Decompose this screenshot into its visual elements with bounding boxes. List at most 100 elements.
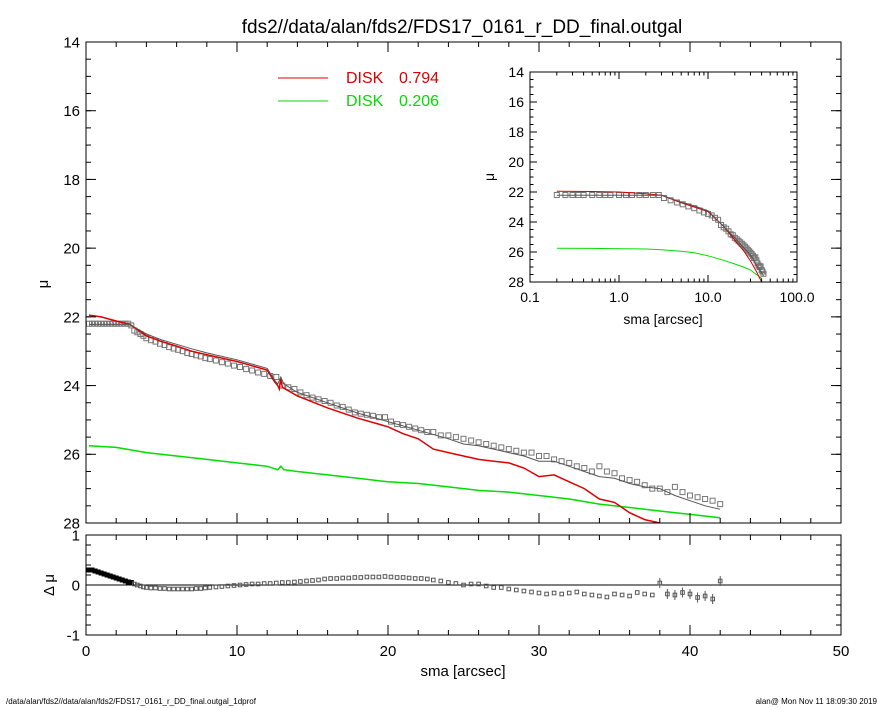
data-point bbox=[536, 453, 542, 459]
x-tick-label: 0.1 bbox=[520, 289, 540, 305]
data-point bbox=[603, 468, 610, 475]
data-point bbox=[505, 446, 512, 453]
residual-point bbox=[304, 578, 309, 584]
residual-point bbox=[468, 581, 474, 587]
residual-point bbox=[418, 576, 424, 581]
residual-point bbox=[425, 576, 430, 582]
residual-point bbox=[157, 586, 163, 591]
chart-title: fds2//data/alan/fds2/FDS17_0161_r_DD_fin… bbox=[242, 17, 682, 38]
x-tick-label: 10.0 bbox=[694, 289, 721, 305]
residual-point bbox=[175, 586, 181, 592]
residual-point bbox=[514, 587, 519, 593]
y-tick-label: 16 bbox=[508, 94, 524, 110]
legend-label: DISK bbox=[346, 93, 384, 110]
residual-point bbox=[119, 577, 125, 583]
legend-value: 0.794 bbox=[399, 70, 439, 87]
residual-point bbox=[382, 574, 388, 579]
x-tick-label: 40 bbox=[682, 643, 699, 660]
residual-point bbox=[122, 578, 128, 584]
data-point bbox=[218, 359, 225, 366]
residual-point bbox=[153, 585, 158, 591]
data-point bbox=[394, 421, 401, 428]
residual-point bbox=[544, 591, 549, 597]
data-point bbox=[709, 497, 716, 504]
residual-point bbox=[203, 585, 208, 591]
residual-point bbox=[86, 567, 92, 573]
residual-point bbox=[280, 580, 285, 585]
inset-background bbox=[530, 72, 797, 282]
residual-point bbox=[483, 583, 489, 589]
residual-point bbox=[207, 585, 213, 590]
residual-point bbox=[340, 575, 345, 581]
inset-log-panel: 0.1 1.0 10.0 100.0 14 16 18 20 22 24 26 28 μ sma [a… bbox=[481, 64, 815, 327]
residual-point bbox=[243, 582, 249, 587]
residual-point bbox=[642, 591, 648, 597]
residual-point bbox=[506, 586, 512, 592]
residual-point bbox=[431, 577, 436, 583]
y-tick-label: 28 bbox=[63, 515, 80, 532]
inset-y-label: μ bbox=[481, 173, 497, 181]
data-point bbox=[475, 439, 482, 446]
data-point bbox=[104, 320, 111, 327]
data-point bbox=[694, 494, 701, 501]
data-point bbox=[596, 463, 603, 470]
inset-disk2-line bbox=[556, 247, 762, 279]
residual-point bbox=[113, 575, 119, 581]
residual-point bbox=[406, 575, 412, 581]
x-tick-label: 30 bbox=[531, 643, 548, 660]
residual-point bbox=[148, 585, 154, 591]
residual-point bbox=[559, 591, 565, 597]
inset-x-label: sma [arcsec] bbox=[623, 311, 702, 327]
inset-data-point bbox=[760, 270, 767, 277]
residual-point bbox=[370, 574, 376, 580]
inset-data-point bbox=[661, 195, 667, 201]
residual-point bbox=[286, 580, 291, 585]
main-y-label: μ bbox=[35, 280, 52, 289]
residual-point bbox=[274, 580, 279, 586]
residual-point bbox=[138, 583, 143, 589]
residual-point bbox=[316, 577, 321, 583]
residual-point bbox=[529, 589, 534, 595]
residual-point bbox=[184, 586, 190, 592]
y-tick-label: 0 bbox=[72, 577, 80, 594]
residual-point bbox=[104, 572, 110, 578]
residual-point bbox=[627, 593, 632, 599]
y-tick-label: 22 bbox=[63, 309, 80, 326]
residual-y-label: Δ μ bbox=[41, 574, 58, 596]
residual-point bbox=[116, 576, 122, 582]
legend: DISK 0.794 DISK 0.206 bbox=[278, 70, 439, 110]
data-point bbox=[671, 483, 678, 490]
y-tick-label: 1 bbox=[72, 527, 80, 544]
inset-model-line bbox=[556, 194, 764, 277]
data-point bbox=[717, 501, 724, 508]
data-point bbox=[437, 432, 444, 439]
footer-timestamp: alan@ Mon Nov 11 18:09:30 2019 bbox=[755, 697, 877, 706]
residual-point bbox=[237, 582, 243, 588]
data-point bbox=[664, 489, 671, 496]
data-point bbox=[513, 447, 520, 454]
residual-point bbox=[597, 593, 602, 599]
data-point bbox=[566, 459, 573, 466]
legend-value: 0.206 bbox=[399, 93, 439, 110]
residual-point bbox=[394, 575, 400, 580]
residual-point bbox=[132, 581, 137, 587]
residual-point bbox=[98, 570, 104, 576]
data-point bbox=[649, 485, 656, 492]
data-point bbox=[89, 320, 95, 327]
data-point bbox=[375, 414, 382, 421]
residual-point bbox=[476, 581, 481, 587]
y-tick-label: 14 bbox=[63, 34, 80, 51]
data-point bbox=[382, 414, 388, 421]
y-tick-label: 22 bbox=[508, 184, 524, 200]
residual-point bbox=[171, 586, 176, 592]
residual-point bbox=[604, 594, 610, 600]
data-point bbox=[551, 456, 558, 463]
x-tick-label: 50 bbox=[833, 643, 850, 660]
footer-file-path: /data/alan/fds2//data/alan/fds2/FDS17_01… bbox=[6, 697, 256, 706]
x-tick-label: 1.0 bbox=[609, 289, 629, 305]
residual-point bbox=[92, 568, 98, 574]
residual-point bbox=[101, 571, 107, 577]
residual-point bbox=[589, 592, 595, 598]
data-point bbox=[641, 482, 648, 489]
